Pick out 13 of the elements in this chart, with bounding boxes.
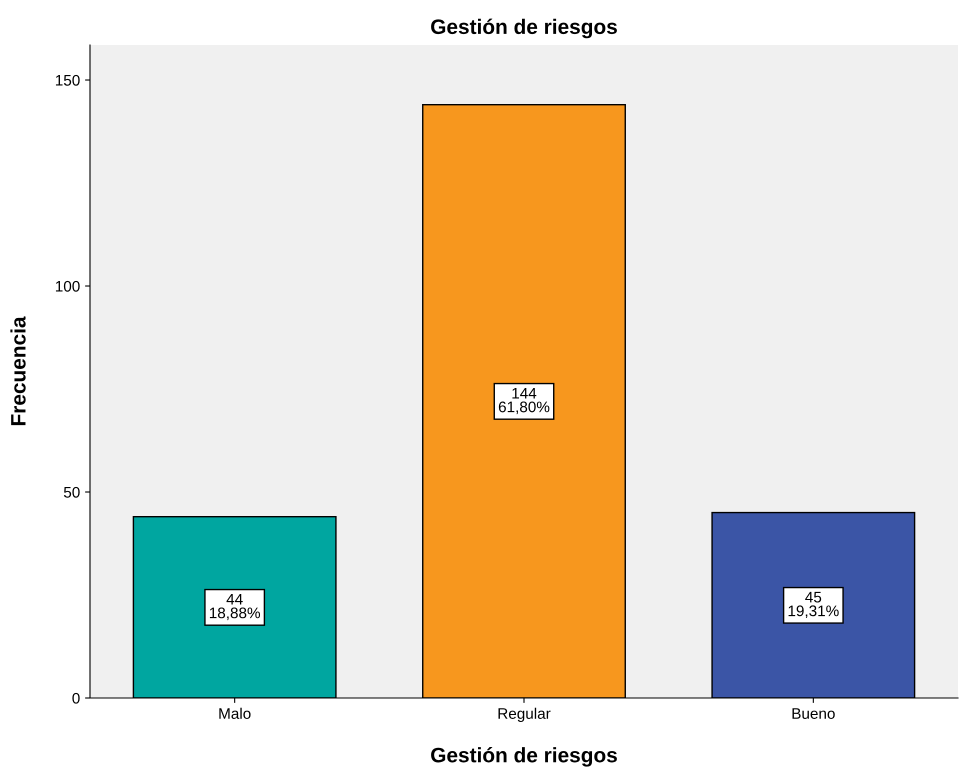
x-tick-label: Regular bbox=[498, 708, 550, 722]
x-tick-label: Bueno bbox=[792, 708, 835, 719]
y-tick-label: 150 bbox=[56, 74, 80, 86]
x-tick-label: Malo bbox=[219, 708, 251, 719]
y-tick-label: 100 bbox=[56, 280, 80, 292]
y-tick-label: 0 bbox=[72, 692, 80, 704]
x-axis-title: Gestión de riesgos bbox=[431, 746, 617, 767]
chart-title: Gestión de riesgos bbox=[431, 18, 617, 38]
y-axis-title: Frecuencia bbox=[10, 316, 26, 426]
y-tick-label: 50 bbox=[64, 486, 80, 498]
data-label: 45 19,31% bbox=[788, 592, 839, 618]
data-label: 44 18,88% bbox=[210, 594, 260, 620]
data-label: 144 61,80% bbox=[498, 388, 550, 414]
